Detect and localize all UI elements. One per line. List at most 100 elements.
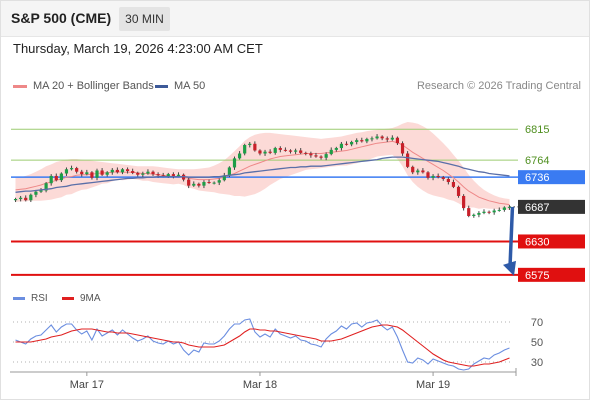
- candle: [329, 149, 333, 155]
- candle: [44, 183, 48, 191]
- candle: [299, 150, 303, 153]
- candle: [212, 182, 216, 184]
- candle: [431, 175, 435, 178]
- candle: [161, 175, 165, 177]
- candle: [375, 136, 379, 139]
- candle: [187, 179, 191, 186]
- candle: [192, 183, 196, 186]
- candle: [441, 177, 445, 179]
- legend-ma20-swatch: [13, 84, 27, 88]
- candle: [166, 174, 170, 176]
- rsi-tick-50: 50: [531, 337, 543, 349]
- level-label-bg-6630: [518, 234, 585, 249]
- candle: [24, 197, 28, 201]
- candle: [426, 172, 430, 178]
- x-axis-label: Mar 19: [416, 379, 450, 391]
- rsi-legend: RSI: [13, 293, 48, 304]
- rsi-tick-70: 70: [531, 317, 543, 329]
- candle: [462, 195, 466, 209]
- candle: [395, 137, 400, 144]
- x-axis-label: Mar 18: [243, 379, 277, 391]
- candle: [344, 143, 349, 145]
- candle: [69, 168, 74, 170]
- legend-ma50-swatch: [155, 84, 168, 88]
- candle: [446, 178, 450, 183]
- level-label-6575: 6575: [525, 270, 549, 282]
- candle: [507, 206, 512, 208]
- candle: [436, 175, 440, 178]
- chart-header: S&P 500 (CME) 30 MIN: [0, 0, 590, 37]
- candle: [13, 199, 18, 201]
- candle: [19, 197, 23, 199]
- level-label-6630: 6630: [525, 236, 549, 248]
- candle: [492, 210, 496, 213]
- candle: [456, 186, 461, 196]
- level-label-bg-6575: [518, 267, 585, 282]
- rsi-legend-swatch: [13, 297, 25, 300]
- candle: [487, 211, 491, 213]
- candle: [360, 140, 364, 142]
- candle: [497, 209, 501, 211]
- candle: [232, 158, 237, 168]
- rsi-ma-line: [15, 324, 510, 367]
- candle: [227, 167, 232, 176]
- candle: [314, 155, 318, 157]
- candle: [222, 175, 226, 181]
- candle: [197, 183, 201, 186]
- candle: [75, 168, 79, 172]
- candle: [151, 171, 155, 175]
- rsi-ma-legend-label: 9MA: [80, 293, 101, 304]
- candle: [34, 191, 38, 195]
- candle: [477, 212, 481, 215]
- candle: [334, 148, 338, 150]
- candle: [370, 138, 374, 140]
- level-label-bg-6736: [518, 170, 585, 185]
- legend-ma50-label: MA 50: [174, 80, 206, 92]
- forecast-arrow-head: [503, 260, 516, 276]
- candle: [156, 174, 160, 176]
- candle: [421, 170, 425, 173]
- candle: [85, 172, 89, 175]
- candle: [268, 151, 272, 153]
- candle: [253, 143, 257, 151]
- candle: [146, 171, 150, 174]
- candle: [115, 169, 119, 173]
- candle: [350, 141, 354, 145]
- candle: [263, 151, 267, 154]
- rsi-ma-legend-swatch: [62, 297, 74, 300]
- candle: [100, 170, 104, 175]
- candle: [248, 143, 252, 146]
- level-label-6815: 6815: [525, 124, 549, 136]
- candle: [80, 171, 84, 175]
- candle: [120, 169, 125, 173]
- candle: [406, 153, 410, 167]
- candle: [380, 136, 384, 139]
- research-credit: Research © 2026 Trading Central: [416, 80, 581, 92]
- candle: [202, 182, 206, 186]
- candle: [411, 166, 415, 173]
- candle: [49, 175, 53, 184]
- candle: [131, 171, 135, 173]
- forecast-arrow: [508, 206, 515, 267]
- candle: [502, 207, 506, 210]
- candle: [59, 173, 63, 181]
- legend-ma20-label: MA 20 + Bollinger Bands: [33, 80, 154, 92]
- candle: [171, 174, 175, 176]
- candle: [278, 148, 282, 150]
- candle: [217, 180, 221, 183]
- x-axis-label: Mar 17: [70, 379, 104, 391]
- candle: [288, 150, 293, 152]
- symbol-title: S&P 500 (CME): [11, 10, 112, 26]
- legend-ma50: MA 50: [155, 80, 205, 92]
- candle: [125, 169, 130, 172]
- candle: [258, 150, 262, 154]
- candle: [105, 172, 109, 175]
- candle: [90, 172, 94, 178]
- candle: [304, 152, 308, 154]
- candle: [385, 138, 389, 140]
- candle: [176, 174, 181, 176]
- level-label-6687: 6687: [525, 202, 549, 214]
- timeframe-button[interactable]: 30 MIN: [119, 7, 170, 31]
- candle: [29, 194, 33, 201]
